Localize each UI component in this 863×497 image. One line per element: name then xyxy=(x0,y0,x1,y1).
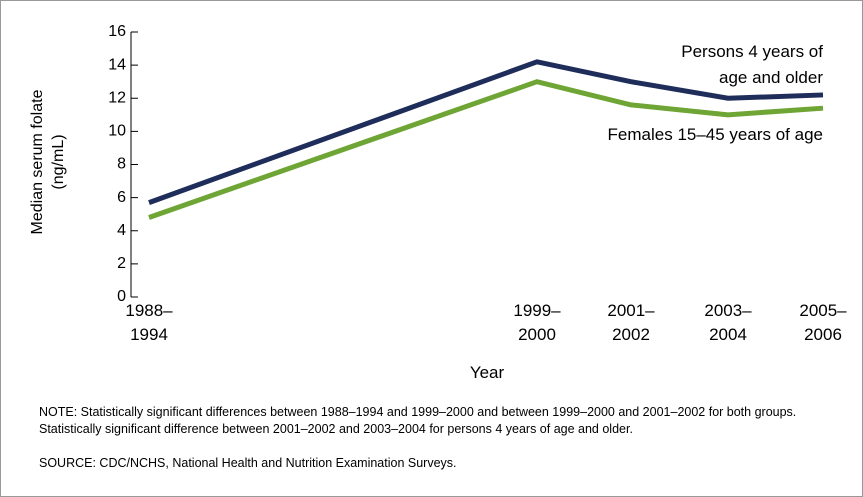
x-tick-label: 1999–2000 xyxy=(513,301,561,344)
y-tick-label: 6 xyxy=(117,189,126,206)
x-tick-label: 2001–2002 xyxy=(607,301,655,344)
x-tick-label: 2005–2006 xyxy=(799,301,847,344)
series-label: Females 15–45 years of age xyxy=(607,125,823,144)
x-axis-label: Year xyxy=(469,363,505,382)
y-tick-label: 8 xyxy=(117,156,126,173)
y-tick-label: 12 xyxy=(108,89,126,106)
y-axis-label: Median serum folate (ng/mL) xyxy=(29,89,67,235)
y-tick-label: 16 xyxy=(108,23,126,40)
series-line xyxy=(148,79,824,220)
y-tick-label: 2 xyxy=(117,255,126,272)
y-tick-label: 4 xyxy=(117,222,126,239)
y-tick-label: 14 xyxy=(108,56,126,73)
x-tick-label: 1988–1994 xyxy=(125,301,173,344)
source: SOURCE: CDC/NCHS, National Health and Nu… xyxy=(39,456,457,470)
y-tick-label: 0 xyxy=(117,288,126,305)
y-tick-label: 10 xyxy=(108,123,126,140)
x-tick-label: 2003–2004 xyxy=(704,301,752,344)
series-line xyxy=(148,59,824,205)
note: NOTE: Statistically significant differen… xyxy=(39,405,797,436)
series-label: Persons 4 years of age and older xyxy=(681,42,823,87)
